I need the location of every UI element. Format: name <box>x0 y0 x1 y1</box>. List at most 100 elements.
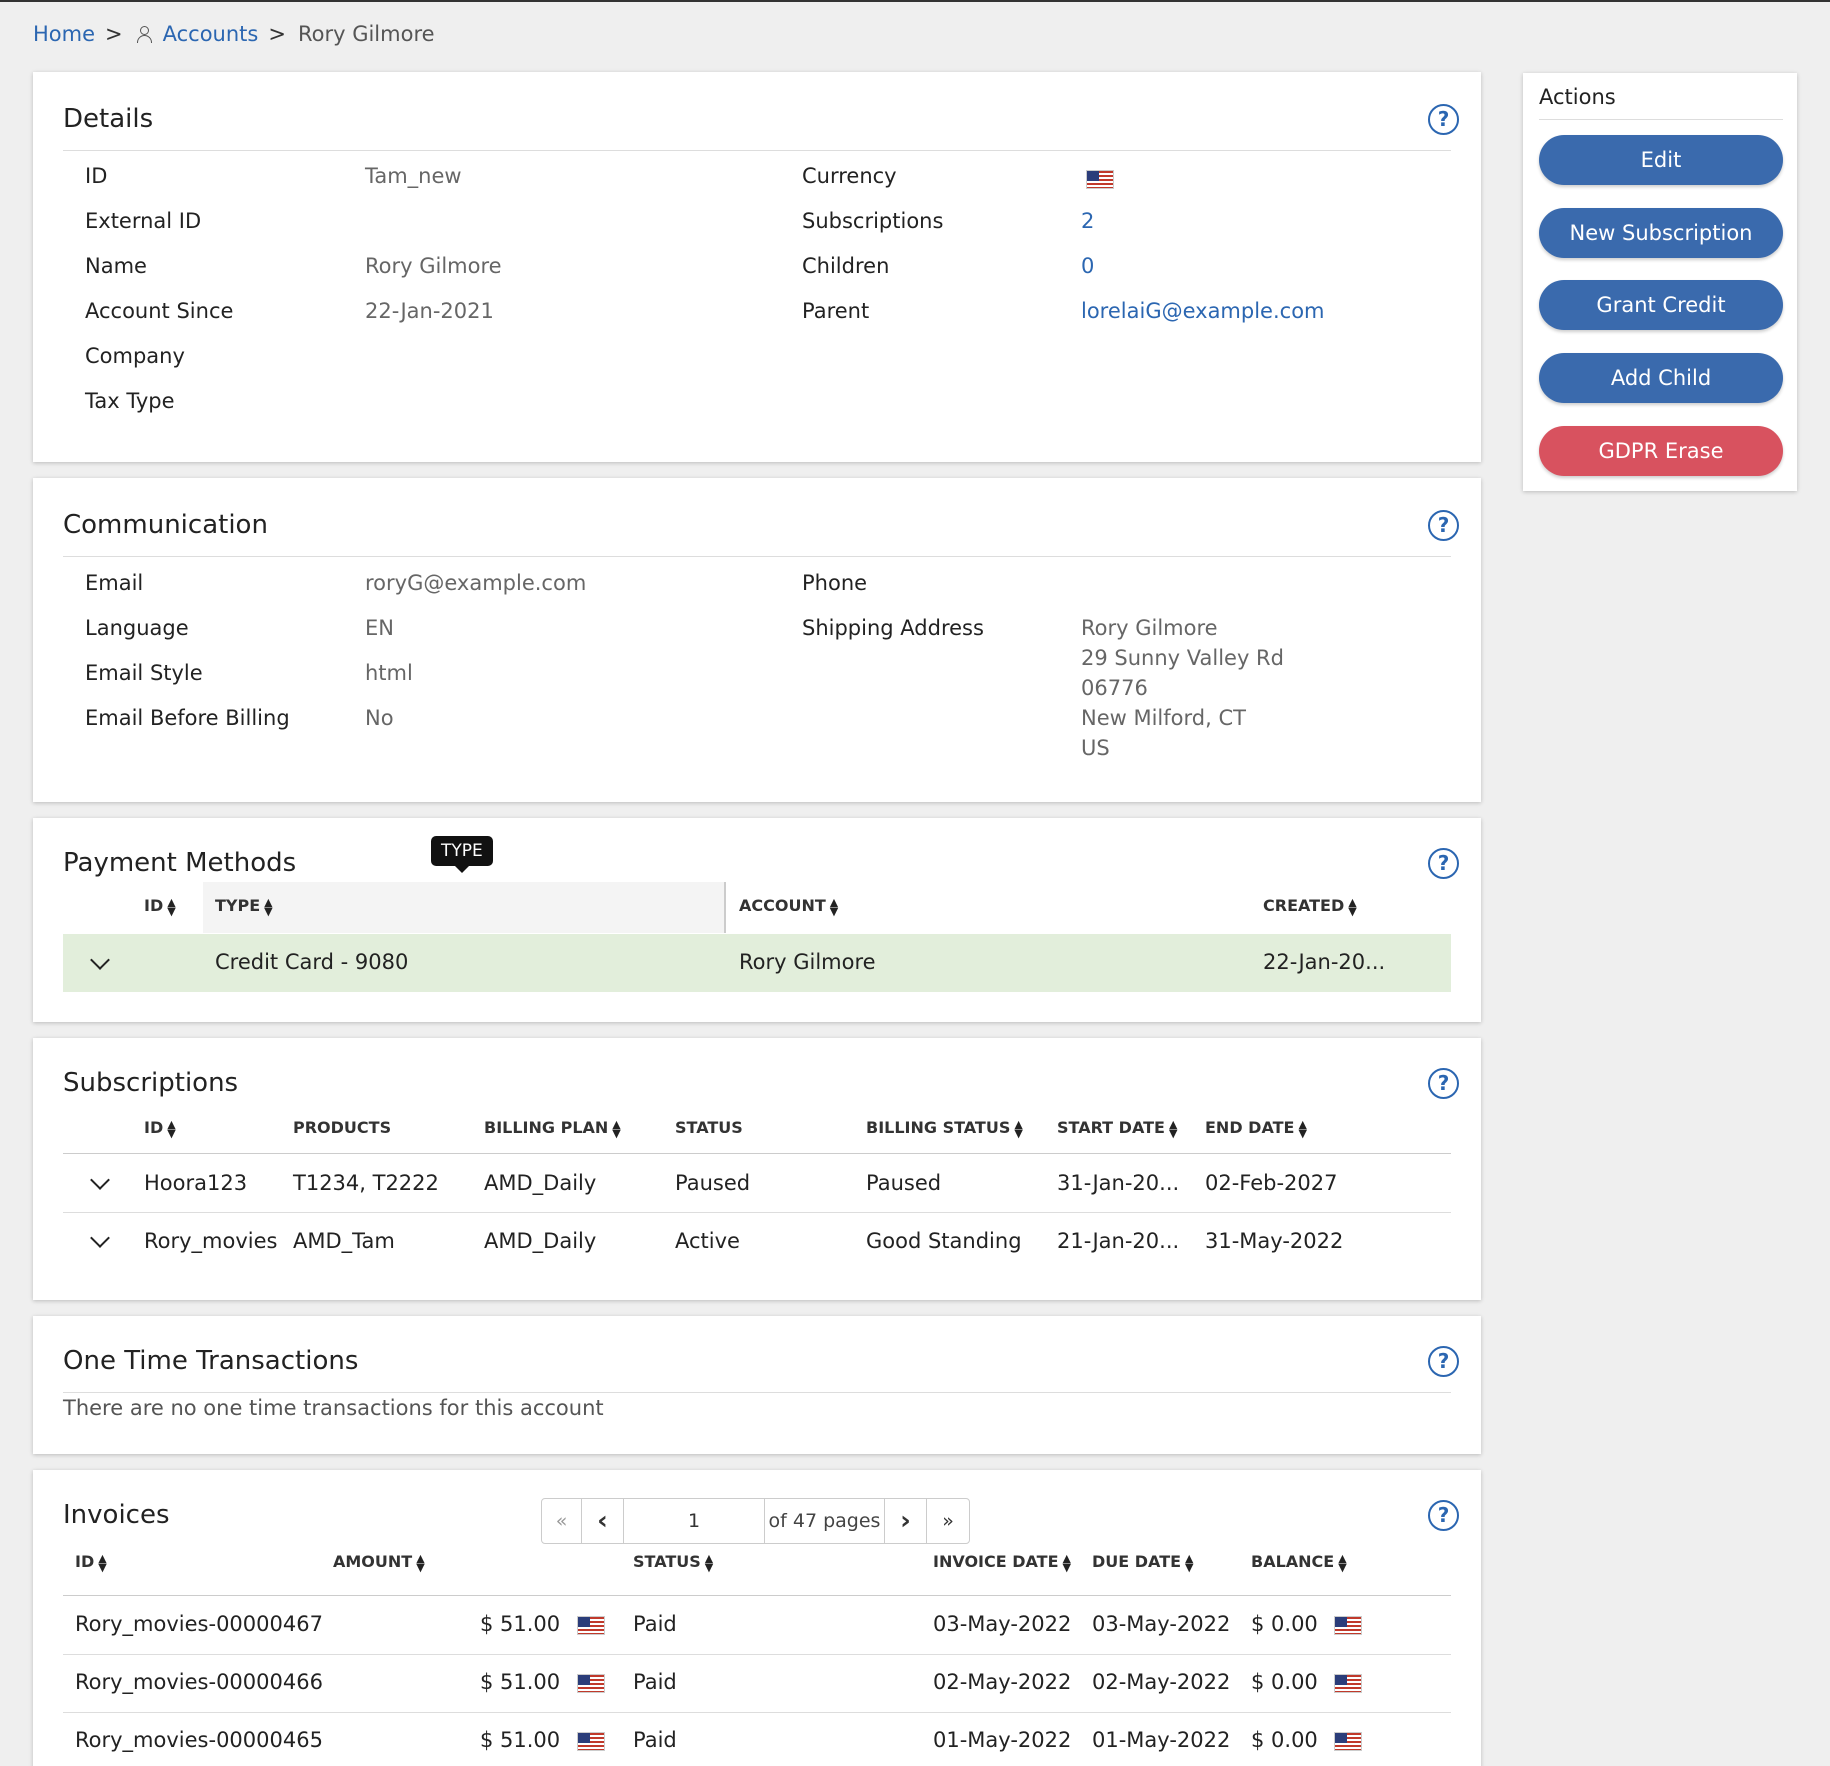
invoice-balance: $ 0.00 <box>1251 1670 1363 1694</box>
comm-value-email: roryG@example.com <box>365 571 587 595</box>
sort-icon: ▲ ▼ <box>612 1117 621 1140</box>
divider <box>63 1153 1451 1154</box>
column-header-label: BALANCE <box>1251 1552 1335 1571</box>
detail-label-name: Name <box>85 254 147 278</box>
gdpr-erase-button[interactable]: GDPR Erase <box>1539 426 1783 476</box>
sort-icon: ▲ ▼ <box>1298 1117 1307 1140</box>
us-flag-icon <box>1086 169 1114 189</box>
subscription-id-link[interactable]: Rory_movies <box>144 1229 278 1253</box>
invoice-balance-value: $ 0.00 <box>1251 1612 1318 1636</box>
invoice-id-link[interactable]: Rory_movies-00000465 <box>75 1728 323 1752</box>
invoice-date: 01-May-2022 <box>933 1728 1072 1752</box>
new-subscription-button[interactable]: New Subscription <box>1539 208 1783 258</box>
subscription-status: Paused <box>675 1171 751 1195</box>
sort-icon: ▲ ▼ <box>416 1551 425 1574</box>
comm-value-email-style: html <box>365 661 413 685</box>
invoice-amount-value: $ 51.00 <box>480 1612 561 1636</box>
payment-method-row[interactable] <box>63 934 1451 992</box>
column-header-due-date[interactable]: DUE DATE ▲ ▼ <box>1092 1551 1194 1574</box>
one-time-transactions-card: One Time Transactions ? There are no one… <box>33 1316 1481 1454</box>
prev-page-button[interactable]: ‹ <box>582 1499 624 1543</box>
us-flag-icon <box>576 1731 605 1751</box>
invoice-amount-value: $ 51.00 <box>480 1670 561 1694</box>
children-count-link[interactable]: 0 <box>1081 254 1095 278</box>
actions-title: Actions <box>1539 85 1616 109</box>
parent-account-link[interactable]: lorelaiG@example.com <box>1081 299 1325 323</box>
help-icon[interactable]: ? <box>1428 848 1459 879</box>
column-header-label: ID <box>144 1118 164 1137</box>
detail-label-parent: Parent <box>802 299 870 323</box>
subscriptions-count-link[interactable]: 2 <box>1081 209 1095 233</box>
column-header-id[interactable]: ID ▲ ▼ <box>144 1118 176 1139</box>
invoice-balance-value: $ 0.00 <box>1251 1670 1318 1694</box>
column-header-id[interactable]: ID ▲ ▼ <box>75 1551 107 1574</box>
next-page-button[interactable]: › <box>885 1499 927 1543</box>
sort-icon: ▲ ▼ <box>167 895 176 918</box>
comm-label-email: Email <box>85 571 144 595</box>
column-header-invoice-date[interactable]: INVOICE DATE ▲ ▼ <box>933 1552 1071 1573</box>
column-header-label: STATUS <box>633 1552 701 1571</box>
subscription-id-link[interactable]: Hoora123 <box>144 1171 248 1195</box>
column-header-billing-status[interactable]: BILLING STATUS ▲ ▼ <box>866 1117 1023 1140</box>
detail-label-currency: Currency <box>802 164 897 188</box>
shipping-address-line: Rory Gilmore <box>1081 616 1218 640</box>
help-icon[interactable]: ? <box>1428 1346 1459 1377</box>
help-icon[interactable]: ? <box>1428 1500 1459 1531</box>
expand-chevron-icon[interactable] <box>90 1170 110 1190</box>
empty-state-message: There are no one time transactions for t… <box>63 1396 604 1420</box>
subscription-start-date: 21-Jan-20... <box>1057 1229 1180 1253</box>
breadcrumb-home-link[interactable]: Home <box>33 22 96 46</box>
column-header-label: CREATED <box>1263 896 1345 915</box>
column-header-id[interactable]: ID ▲ ▼ <box>144 895 176 918</box>
shipping-address-line: 29 Sunny Valley Rd <box>1081 646 1284 670</box>
comm-label-language: Language <box>85 616 189 640</box>
help-icon[interactable]: ? <box>1428 104 1459 135</box>
sort-icon: ▲ ▼ <box>704 1551 714 1574</box>
subscriptions-title: Subscriptions <box>63 1068 239 1098</box>
column-header-status[interactable]: STATUS ▲ ▼ <box>633 1551 714 1574</box>
column-header-balance[interactable]: BALANCE ▲ ▼ <box>1251 1552 1347 1573</box>
payment-methods-card: Payment Methods ? ID ▲ ▼ TYPE ▲ ▼ ACCOUNT ▲ ▼ … <box>33 818 1481 1022</box>
column-header-start-date[interactable]: START DATE ▲ ▼ <box>1057 1118 1177 1139</box>
us-flag-icon <box>576 1673 605 1693</box>
shipping-address-line: New Milford, CT <box>1081 706 1246 730</box>
sort-icon: ▲ ▼ <box>264 895 273 918</box>
sort-icon: ▲ ▼ <box>1185 1551 1194 1574</box>
column-header-account[interactable]: ACCOUNT ▲ ▼ <box>739 896 838 917</box>
details-title: Details <box>63 104 154 134</box>
add-child-button[interactable]: Add Child <box>1539 353 1783 403</box>
divider <box>63 1595 1451 1596</box>
invoice-balance: $ 0.00 <box>1251 1728 1363 1752</box>
detail-value-account-since: 22-Jan-2021 <box>365 299 494 323</box>
actions-panel: Actions Edit New Subscription Grant Cred… <box>1523 73 1797 491</box>
sort-icon: ▲ ▼ <box>98 1551 107 1574</box>
page-number-input[interactable]: 1 <box>624 1499 765 1543</box>
sort-icon: ▲ ▼ <box>1014 1117 1023 1140</box>
first-page-button[interactable]: « <box>542 1499 582 1543</box>
expand-chevron-icon[interactable] <box>90 1228 110 1248</box>
divider <box>63 150 1451 151</box>
help-icon[interactable]: ? <box>1428 510 1459 541</box>
invoice-amount: $ 51.00 <box>480 1728 605 1752</box>
invoice-status: Paid <box>633 1670 677 1694</box>
column-header-label: DUE DATE <box>1092 1552 1182 1571</box>
comm-label-phone: Phone <box>802 571 868 595</box>
grant-credit-button[interactable]: Grant Credit <box>1539 280 1783 330</box>
column-header-label: BILLING STATUS <box>866 1118 1011 1137</box>
column-header-billing-plan[interactable]: BILLING PLAN ▲ ▼ <box>484 1117 621 1140</box>
column-header-amount[interactable]: AMOUNT ▲ ▼ <box>333 1551 425 1574</box>
last-page-button[interactable]: » <box>942 1510 954 1532</box>
column-header-created[interactable]: CREATED ▲ ▼ <box>1263 896 1357 917</box>
edit-button[interactable]: Edit <box>1539 135 1783 185</box>
subscription-plan: AMD_Daily <box>484 1171 597 1195</box>
invoices-title: Invoices <box>63 1500 170 1530</box>
column-header-end-date[interactable]: END DATE ▲ ▼ <box>1205 1117 1307 1140</box>
breadcrumb-accounts-link[interactable]: Accounts <box>162 22 259 46</box>
invoice-id-link[interactable]: Rory_movies-00000466 <box>75 1670 323 1694</box>
help-icon[interactable]: ? <box>1428 1068 1459 1099</box>
column-header-type[interactable]: TYPE ▲ ▼ <box>215 895 273 918</box>
invoice-id-link[interactable]: Rory_movies-00000467 <box>75 1612 323 1636</box>
us-flag-icon <box>1334 1731 1363 1751</box>
invoice-amount: $ 51.00 <box>480 1612 605 1636</box>
person-icon <box>135 25 153 43</box>
